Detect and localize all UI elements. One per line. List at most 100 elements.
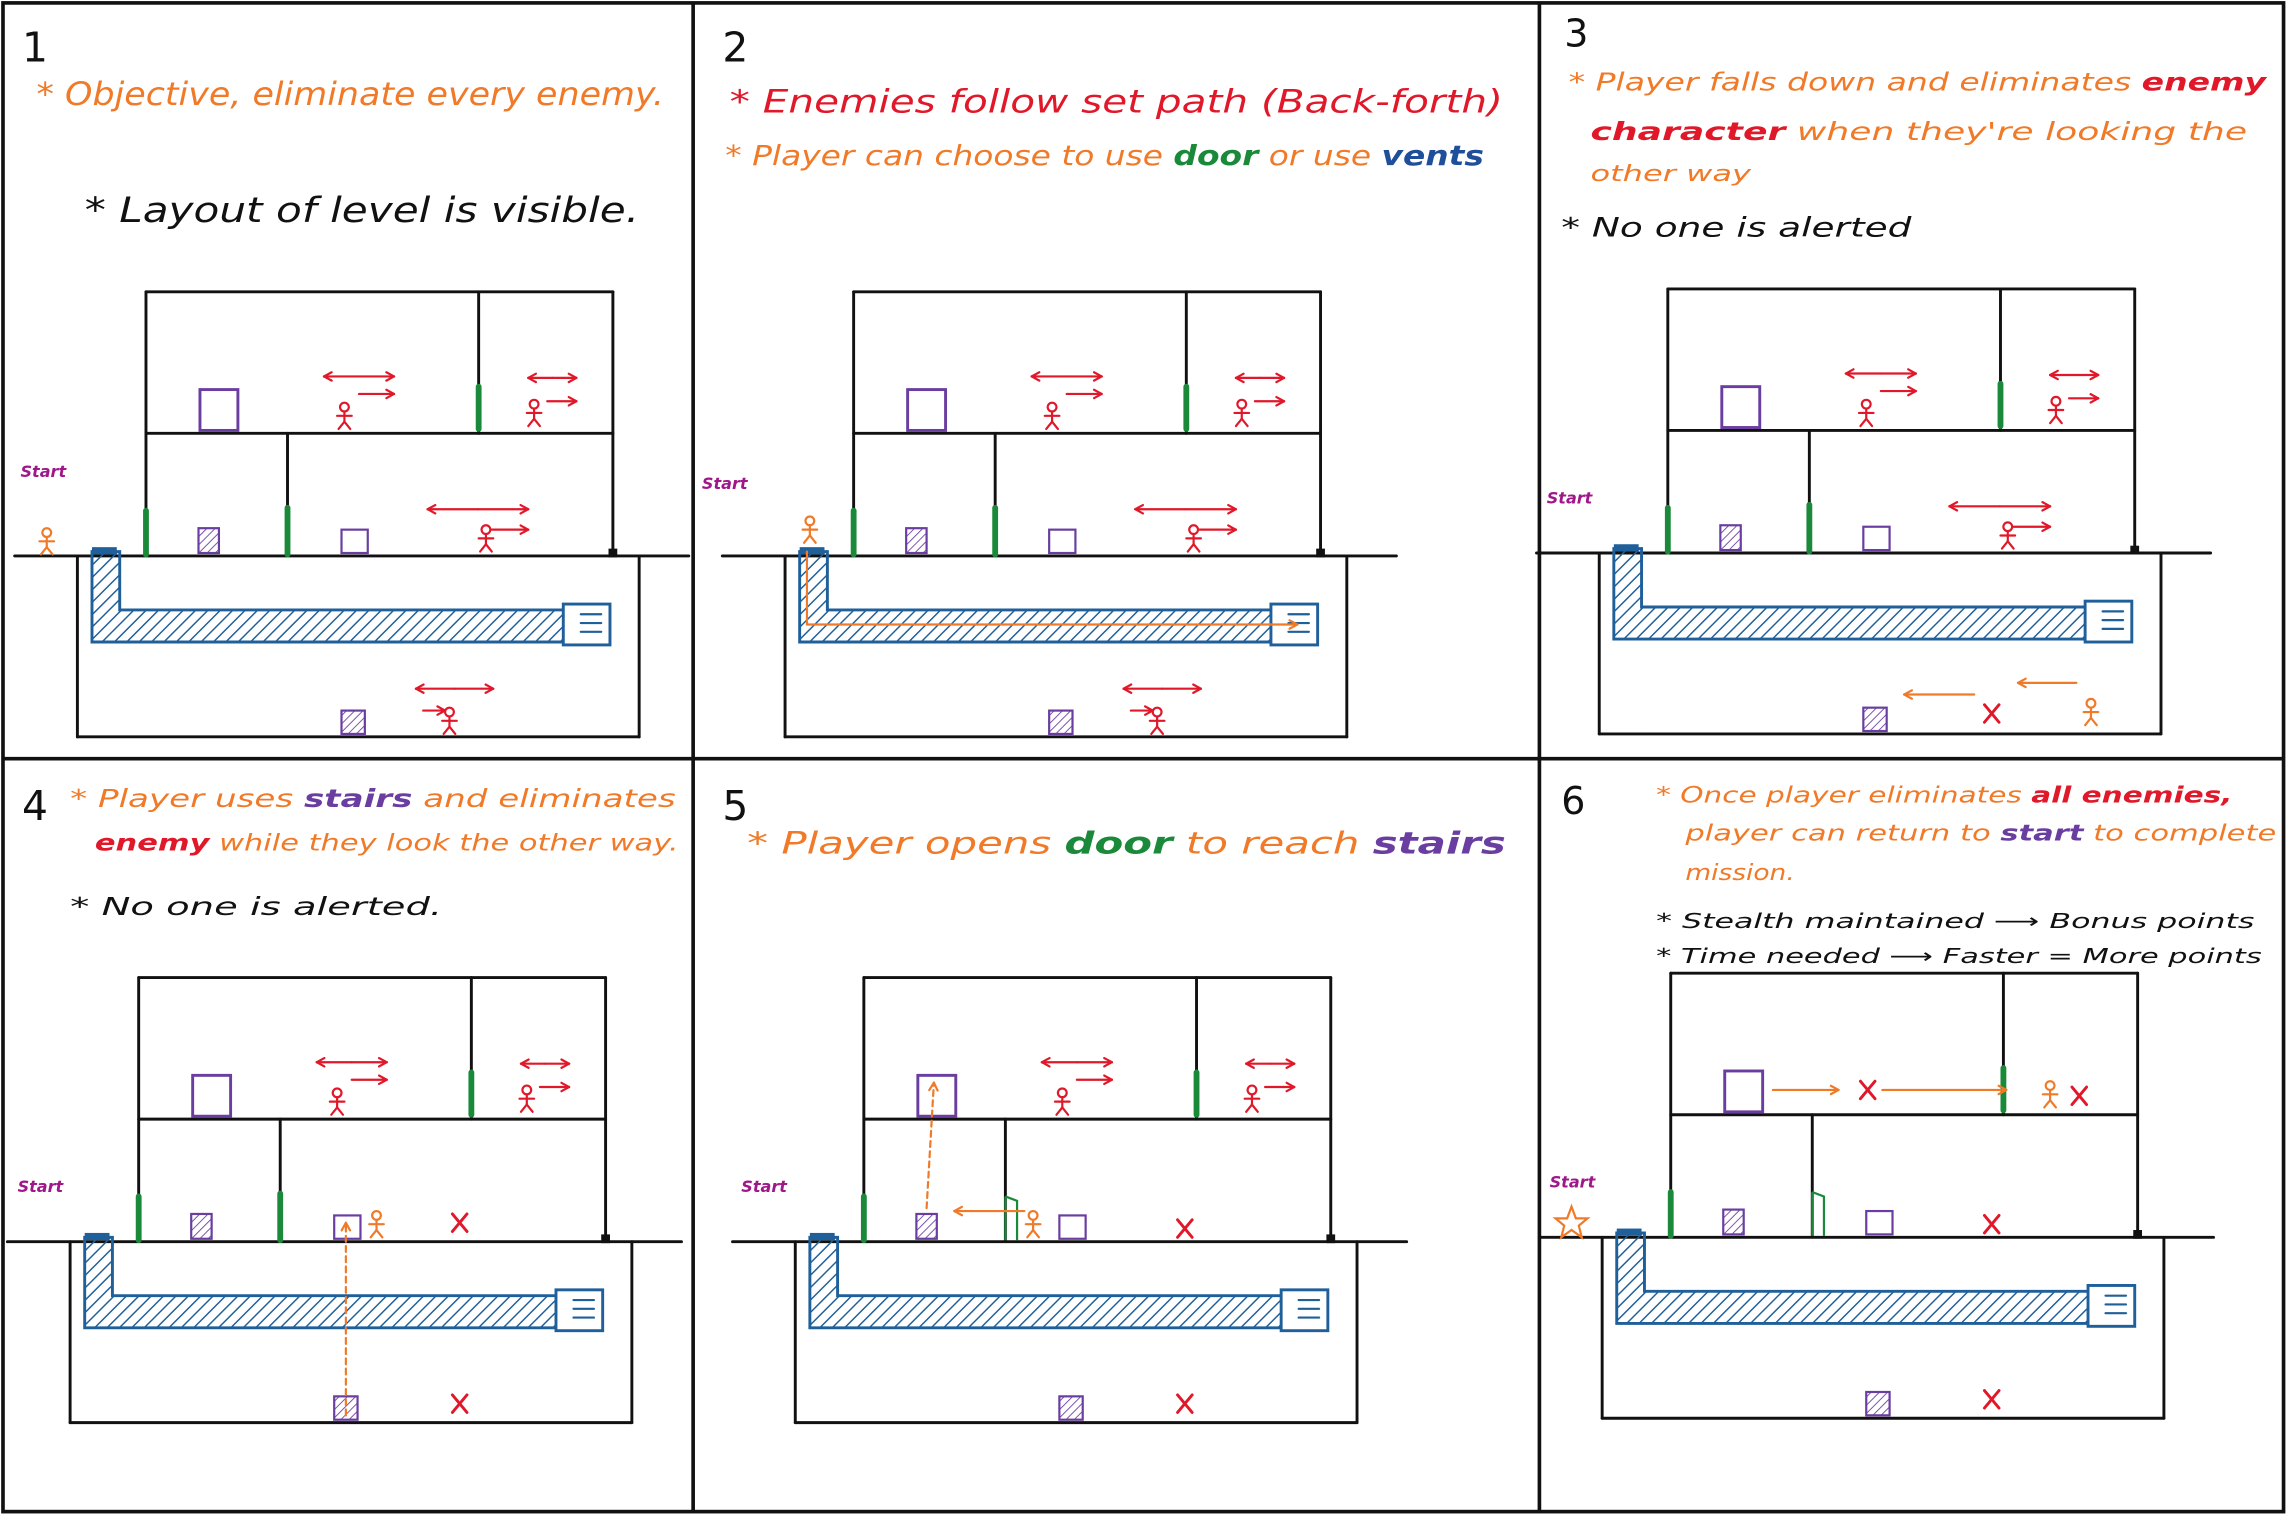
character-leg — [343, 420, 352, 431]
note: * Player can choose to use door or use v… — [725, 139, 1484, 172]
level-sketch — [1535, 287, 2213, 736]
arrow-head — [1903, 693, 1913, 700]
character-leg — [1055, 1106, 1064, 1116]
character-leg — [2084, 716, 2093, 727]
note-segment: * Objective, eliminate every enemy. — [37, 75, 664, 113]
arrow-head — [1040, 1056, 1051, 1064]
arrow-head — [2089, 373, 2100, 381]
arrow-head — [1103, 1074, 1113, 1081]
character-head — [371, 1209, 382, 1221]
character-head — [443, 706, 455, 718]
note-segment: * No one is alerted. — [70, 892, 442, 921]
arrow-head — [1288, 619, 1299, 626]
vent-cap — [799, 547, 825, 555]
note: * Player uses stairs and eliminates — [70, 784, 676, 813]
character-leg — [1186, 543, 1195, 553]
arrow-head — [1192, 683, 1202, 690]
arrow-head — [2041, 505, 2052, 512]
arrow-head — [2049, 373, 2059, 381]
note-segment: door — [1065, 827, 1176, 862]
arrow-head — [1275, 372, 1286, 379]
arrow-head — [567, 372, 578, 379]
arrow-head — [1275, 400, 1286, 407]
panel: 5 Start * Player opens door to reach stair… — [722, 782, 1506, 1425]
character-head — [2050, 395, 2062, 407]
note: * Time needed ⟶ Faster = More points — [1656, 944, 2262, 968]
character-leg — [2089, 716, 2098, 727]
start-label: Start — [1547, 488, 1594, 507]
arrow-head — [1829, 1088, 1840, 1096]
panel-number: 5 — [722, 782, 748, 830]
arrow-head — [315, 1056, 326, 1064]
top-box — [1720, 385, 1762, 429]
panel: 3 Start * Player falls down and eliminates… — [1535, 12, 2269, 736]
arrow-head — [1903, 689, 1913, 696]
stairs — [1719, 524, 1742, 552]
arrow-head — [2016, 681, 2027, 689]
arrow-head — [953, 1205, 964, 1213]
note-segment: character — [1590, 117, 1787, 146]
character-leg — [479, 543, 488, 553]
arrow-head — [2049, 369, 2059, 377]
note-segment: while they look the other way. — [209, 829, 678, 857]
arrow-head — [1134, 503, 1145, 511]
character-leg — [484, 543, 493, 553]
note-segment: * Layout of level is visible. — [85, 191, 639, 231]
note-segment: * Player uses — [70, 784, 304, 813]
arrow-head — [560, 1085, 571, 1093]
character-leg — [337, 420, 346, 431]
character-head — [1151, 706, 1163, 718]
arrow-head — [1844, 372, 1855, 379]
arrow-head — [414, 683, 425, 690]
arrow-head — [1288, 623, 1299, 630]
character-leg — [2049, 414, 2058, 425]
level-sketch — [5, 976, 683, 1425]
note-segment: stairs — [1373, 827, 1506, 862]
arrow-head — [2089, 369, 2100, 377]
arrow-head — [385, 375, 396, 382]
note: * Enemies follow set path (Back-forth) — [730, 82, 1503, 120]
note: * Stealth maintained ⟶ Bonus points — [1656, 909, 2255, 933]
arrow-head — [560, 1081, 571, 1089]
arrow-head — [315, 1061, 326, 1068]
character-leg — [1150, 725, 1159, 736]
arrow-head — [1948, 505, 1959, 512]
arrow-head — [519, 508, 530, 515]
arrow-head — [1122, 687, 1133, 694]
arrow-head — [484, 683, 495, 690]
stairs — [197, 527, 221, 555]
note: enemy while they look the other way. — [95, 829, 679, 857]
arrow-head — [426, 503, 437, 511]
character-leg — [1192, 543, 1201, 553]
arrow-head — [567, 400, 578, 407]
arrow-head — [932, 1081, 939, 1092]
arrow-head — [1227, 528, 1238, 535]
box — [333, 1214, 362, 1240]
box — [1862, 525, 1891, 552]
marker — [2130, 545, 2140, 555]
arrow-head — [385, 392, 396, 400]
note-segment: to reach — [1173, 827, 1373, 862]
character-head — [338, 401, 350, 413]
arrow-head — [1092, 375, 1103, 382]
arrow-head — [1122, 683, 1133, 690]
x-mark — [1858, 1079, 1877, 1101]
vent — [83, 1235, 564, 1330]
character-head — [480, 524, 492, 536]
stairs — [1865, 1390, 1891, 1417]
arrow-head — [1997, 1088, 2008, 1096]
level-sketch — [731, 976, 1409, 1425]
marker — [601, 1234, 610, 1244]
marker — [2133, 1230, 2143, 1239]
character-leg — [1865, 417, 1874, 428]
character-head — [1246, 1084, 1258, 1096]
level-sketch — [1537, 971, 2215, 1420]
arrow-head — [527, 376, 538, 384]
arrow-head — [1907, 385, 1917, 393]
arrow-head — [519, 528, 530, 535]
vent — [798, 550, 1279, 644]
note-segment: * Enemies follow set path (Back-forth) — [730, 82, 1503, 120]
vent-exit — [561, 602, 612, 647]
note-segment: enemy — [2142, 67, 2269, 96]
note-segment: mission. — [1685, 861, 1794, 886]
